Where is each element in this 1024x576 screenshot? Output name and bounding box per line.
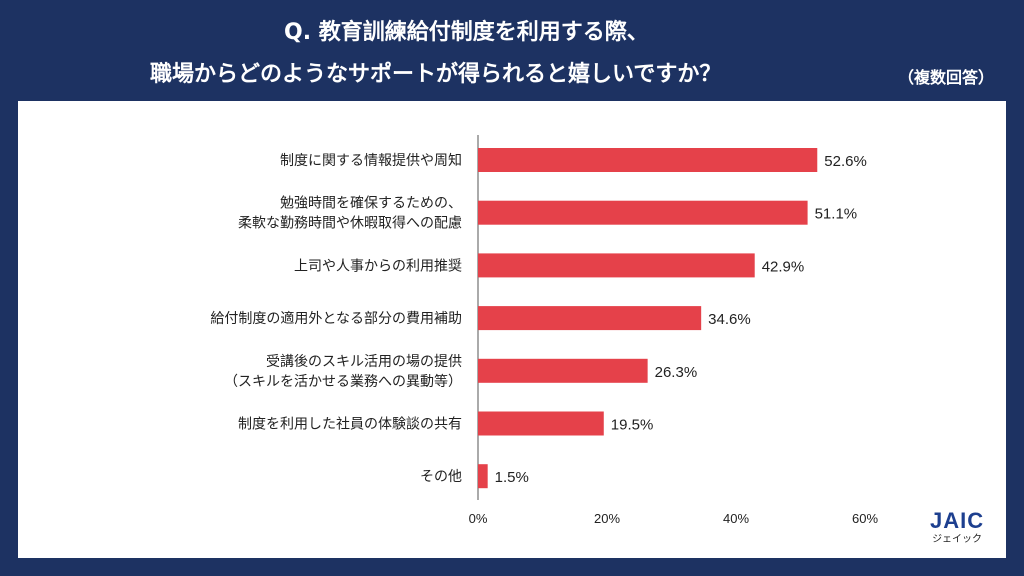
- category-label: 柔軟な勤務時間や休暇取得への配慮: [238, 215, 462, 232]
- value-label: 34.6%: [708, 311, 751, 328]
- x-tick-label: 20%: [594, 511, 620, 526]
- chart-title-line2: 職場からどのようなサポートが得られると嬉しいですか？: [150, 62, 722, 87]
- bar: [478, 253, 755, 278]
- bar: [478, 148, 818, 172]
- bar: [478, 464, 488, 489]
- x-tick-label: 60%: [852, 511, 878, 526]
- category-label: 受講後のスキル活用の場の提供: [266, 354, 462, 370]
- x-tick-label: 0%: [469, 511, 488, 526]
- multiple-answer-note: （複数回答）: [898, 68, 995, 87]
- bar: [478, 411, 604, 436]
- bar: [478, 200, 808, 225]
- category-label: その他: [420, 469, 462, 485]
- logo-kana: ジェイック: [932, 534, 983, 545]
- value-label: 51.1%: [815, 206, 858, 223]
- value-label: 52.6%: [824, 153, 867, 170]
- category-label: 制度を利用した社員の体験談の共有: [238, 417, 462, 433]
- logo-text: JAIC: [930, 508, 985, 533]
- bar: [478, 358, 648, 383]
- value-label: 26.3%: [655, 364, 698, 381]
- category-label: 給付制度の適用外となる部分の費用補助: [210, 310, 462, 327]
- value-label: 19.5%: [611, 417, 654, 434]
- chart-title-line1: Q. 教育訓練給付制度を利用する際、: [284, 20, 649, 45]
- category-label: 勉強時間を確保するための、: [280, 196, 462, 212]
- value-label: 42.9%: [762, 258, 805, 275]
- jaic-logo: JAIC ジェイック: [930, 508, 984, 545]
- value-label: 1.5%: [495, 469, 529, 486]
- category-label: 制度に関する情報提供や周知: [280, 152, 462, 169]
- x-tick-label: 40%: [723, 511, 749, 526]
- category-label: （スキルを活かせる業務への異動等）: [224, 373, 462, 390]
- bar: [478, 306, 702, 331]
- category-label: 上司や人事からの利用推奨: [294, 258, 462, 274]
